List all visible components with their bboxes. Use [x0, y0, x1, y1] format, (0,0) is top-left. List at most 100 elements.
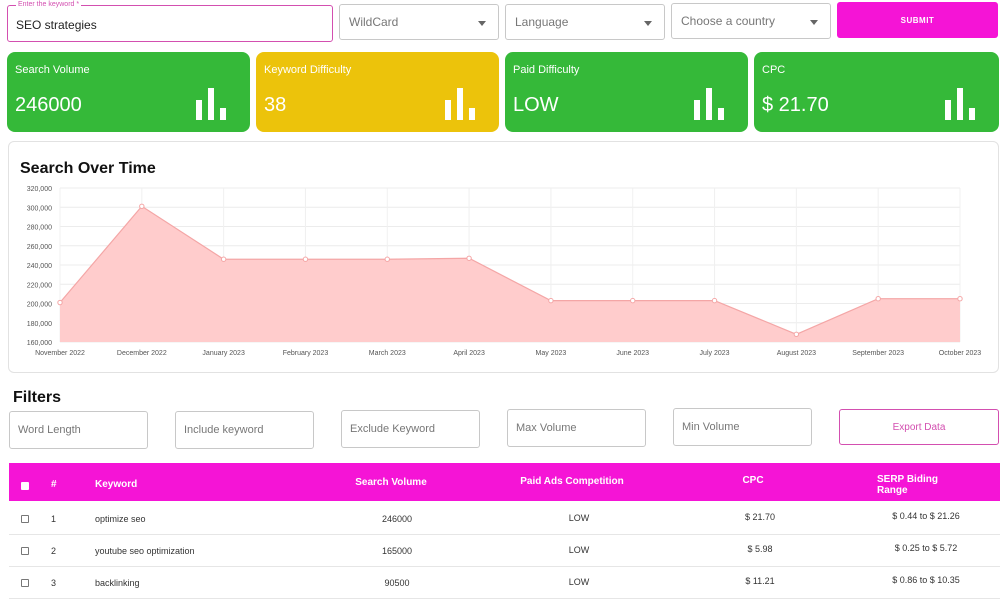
row-checkbox[interactable]	[21, 579, 29, 587]
y-tick-label: 300,000	[27, 205, 52, 212]
y-tick-label: 240,000	[27, 263, 52, 270]
y-tick-label: 180,000	[27, 321, 52, 328]
stat-card-value: 38	[264, 94, 287, 116]
data-point[interactable]	[384, 256, 390, 262]
y-tick-label: 280,000	[27, 225, 52, 232]
x-tick-label: January 2023	[202, 350, 245, 357]
y-tick-label: 200,000	[27, 302, 52, 309]
x-tick-label: May 2023	[536, 350, 567, 357]
stat-card-value: $ 21.70	[762, 94, 829, 116]
header-keyword[interactable]: Keyword	[95, 479, 138, 490]
header-serp-biding-range[interactable]: SERP Biding Range	[877, 474, 938, 496]
stat-card-paid-difficulty: Paid Difficulty LOW	[505, 52, 748, 132]
row-checkbox[interactable]	[21, 515, 29, 523]
data-point[interactable]	[630, 297, 636, 304]
row-competition: LOW	[568, 545, 590, 555]
table-row[interactable]: 2 youtube seo optimization 165000 LOW $ …	[9, 535, 1000, 567]
x-tick-label: August 2023	[777, 350, 816, 357]
row-keyword: backlinking	[95, 578, 140, 588]
include-keyword-input[interactable]: Include keyword	[175, 411, 314, 449]
header-paid-ads-competition[interactable]: Paid Ads Competition	[520, 476, 624, 487]
y-tick-label: 160,000	[27, 340, 52, 347]
bar-chart-icon	[196, 88, 230, 120]
search-over-time-chart: 160,000 180,000 200,000 220,000 240,000 260,0…	[27, 186, 982, 357]
x-tick-label: October 2023	[939, 350, 982, 357]
wildcard-placeholder: WildCard	[349, 15, 399, 29]
stat-card-search-volume: Search Volume 246000	[7, 52, 250, 132]
exclude-keyword-input[interactable]: Exclude Keyword	[341, 410, 480, 448]
x-tick-label: November 2022	[35, 350, 85, 357]
stat-card-value: LOW	[513, 94, 559, 116]
select-all-checkbox[interactable]	[21, 482, 29, 490]
word-length-placeholder: Word Length	[18, 424, 81, 436]
bar-chart-icon	[445, 88, 479, 120]
y-tick-label: 320,000	[27, 186, 52, 193]
stat-card-title: Search Volume	[15, 64, 90, 76]
area-fill	[60, 206, 960, 342]
stat-card-keyword-difficulty: Keyword Difficulty 38	[256, 52, 499, 132]
country-placeholder: Choose a country	[681, 14, 776, 28]
row-checkbox[interactable]	[21, 547, 29, 555]
data-point[interactable]	[957, 295, 963, 302]
y-tick-label: 220,000	[27, 282, 52, 289]
country-select[interactable]: Choose a country	[671, 3, 831, 39]
min-volume-placeholder: Min Volume	[682, 421, 740, 433]
header-cpc[interactable]: CPC	[742, 475, 764, 486]
row-competition: LOW	[568, 513, 590, 523]
language-placeholder: Language	[515, 15, 569, 29]
search-over-time-panel: Search Over Time 160,000 180,000 200,000 22…	[8, 141, 999, 373]
data-point[interactable]	[711, 297, 718, 304]
y-tick-label: 260,000	[27, 244, 52, 251]
row-serp-range: $ 0.25 to $ 5.72	[894, 543, 958, 553]
data-point[interactable]	[466, 255, 472, 261]
language-select[interactable]: Language	[505, 4, 665, 40]
data-point[interactable]	[139, 203, 145, 209]
row-search-volume: 165000	[381, 546, 413, 556]
table-header: # Keyword Search Volume Paid Ads Competi…	[9, 463, 1000, 501]
stat-card-title: Paid Difficulty	[513, 64, 580, 76]
exclude-keyword-placeholder: Exclude Keyword	[350, 423, 435, 435]
submit-button[interactable]: SUBMIT	[837, 2, 998, 38]
min-volume-input[interactable]: Min Volume	[673, 408, 812, 446]
data-point[interactable]	[548, 297, 554, 304]
data-point[interactable]	[57, 299, 63, 306]
bar-chart-icon	[945, 88, 979, 120]
export-data-button[interactable]: Export Data	[839, 409, 999, 445]
data-point[interactable]	[220, 256, 227, 262]
row-keyword: youtube seo optimization	[95, 546, 195, 556]
series-line	[59, 205, 960, 335]
row-num: 3	[51, 578, 57, 588]
stat-card-title: CPC	[762, 64, 786, 76]
row-cpc: $ 21.70	[744, 512, 776, 522]
header-search-volume[interactable]: Search Volume	[355, 477, 427, 488]
x-tick-label: March 2023	[369, 350, 406, 357]
row-serp-range: $ 0.86 to $ 10.35	[892, 575, 960, 585]
chart-title: Search Over Time	[20, 160, 156, 177]
x-tick-label: September 2023	[852, 350, 904, 357]
row-num: 1	[51, 514, 57, 524]
x-tick-label: December 2022	[117, 350, 167, 357]
header-num: #	[51, 479, 57, 490]
chevron-down-icon	[478, 21, 486, 26]
keyword-input[interactable]: Enter the keyword * SEO strategies	[7, 1, 333, 42]
stat-card-cpc: CPC $ 21.70	[754, 52, 999, 132]
data-point[interactable]	[302, 256, 309, 262]
word-length-input[interactable]: Word Length	[9, 411, 148, 449]
x-tick-label: April 2023	[453, 350, 485, 357]
row-search-volume: 90500	[384, 578, 410, 588]
row-competition: LOW	[568, 577, 590, 587]
filters-title: Filters	[13, 389, 62, 406]
keyword-input-value[interactable]: SEO strategies	[16, 18, 97, 32]
row-cpc: $ 11.21	[745, 576, 775, 586]
table-row[interactable]: 3 backlinking 90500 LOW $ 11.21 $ 0.86 t…	[9, 567, 1000, 599]
row-num: 2	[51, 546, 57, 556]
wildcard-select[interactable]: WildCard	[339, 4, 499, 40]
data-point[interactable]	[875, 295, 881, 302]
row-serp-range: $ 0.44 to $ 21.26	[892, 511, 960, 521]
max-volume-input[interactable]: Max Volume	[507, 409, 646, 447]
row-keyword: optimize seo	[95, 514, 146, 524]
table-row[interactable]: 1 optimize seo 246000 LOW $ 21.70 $ 0.44…	[9, 503, 1000, 535]
stat-card-title: Keyword Difficulty	[264, 64, 352, 76]
data-point[interactable]	[793, 331, 800, 338]
x-tick-label: June 2023	[616, 350, 649, 357]
